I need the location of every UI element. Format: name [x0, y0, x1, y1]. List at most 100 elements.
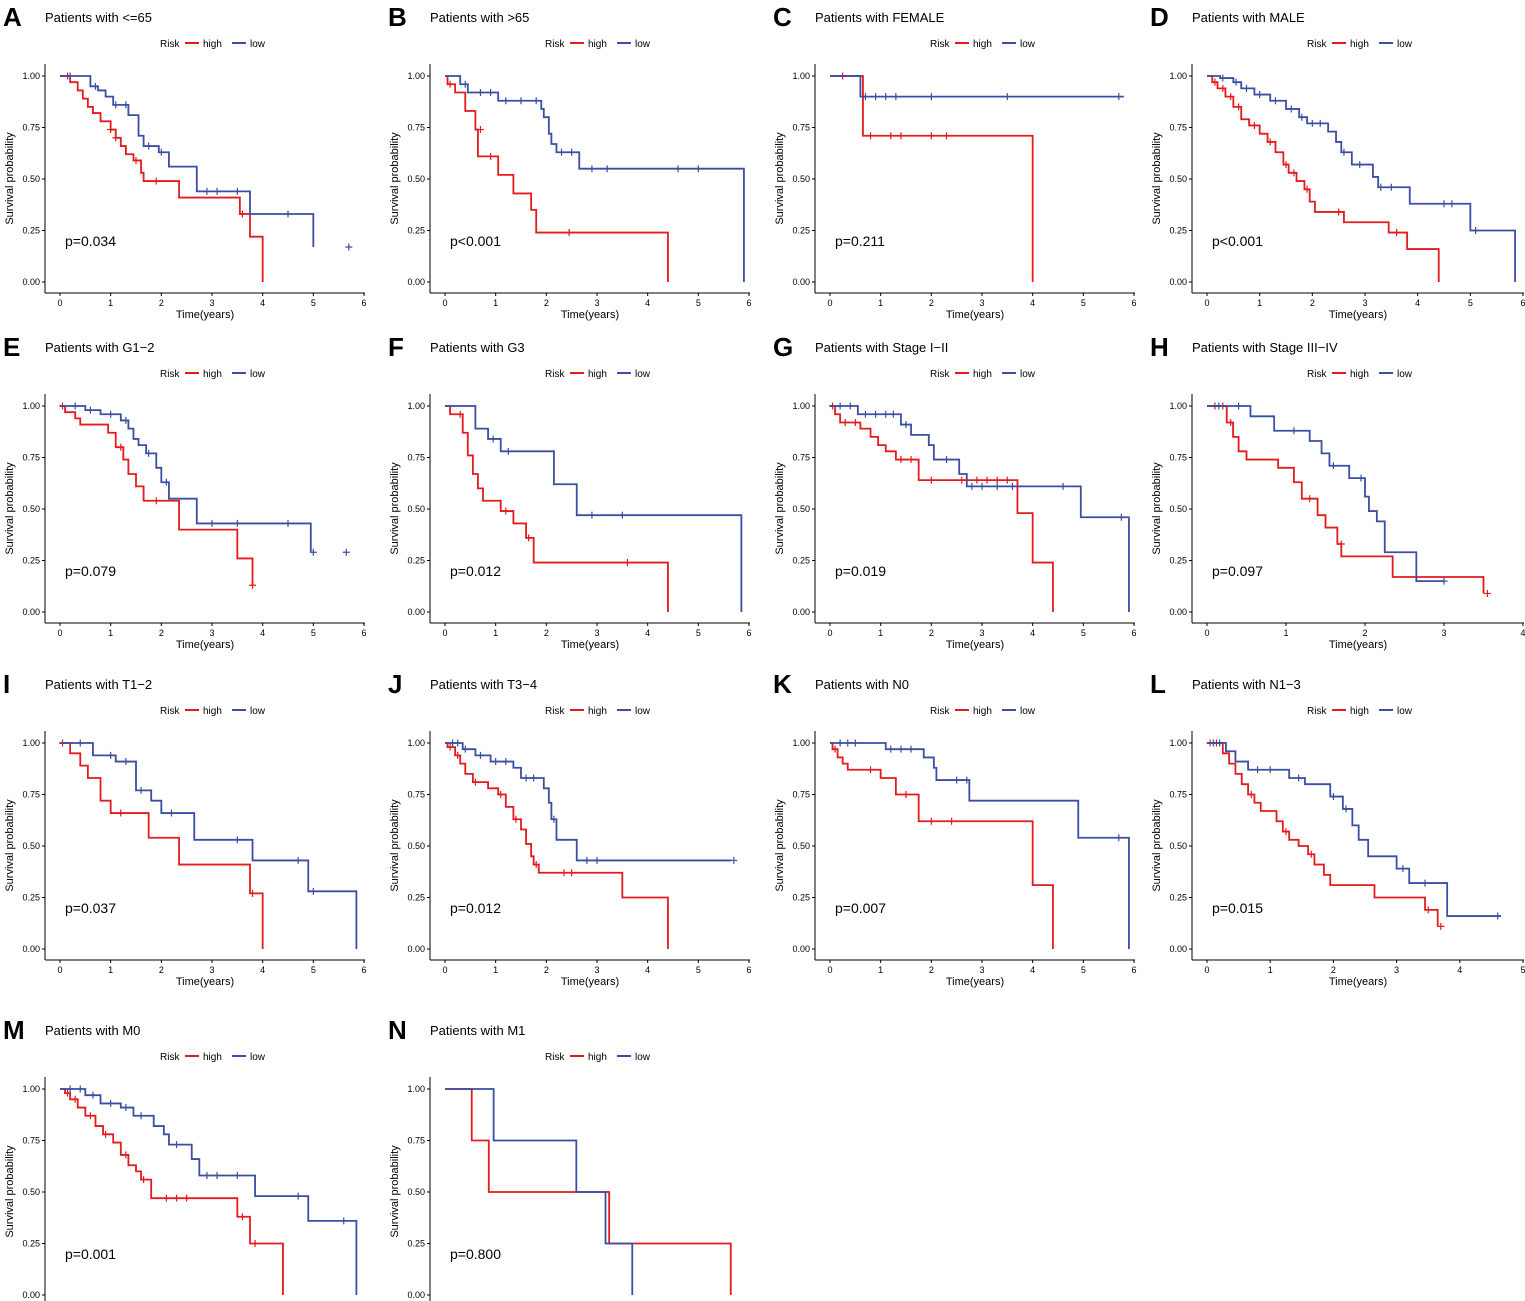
censor-mark-high — [902, 791, 910, 798]
censor-mark-high — [568, 869, 576, 877]
y-tick-label: 0.00 — [22, 944, 40, 954]
censor-mark-high — [456, 410, 464, 418]
legend-label-low: low — [250, 39, 266, 50]
censor-mark-low — [66, 72, 74, 80]
panel-title: Patients with Stage I−II — [815, 340, 948, 355]
legend-label-low: low — [250, 1052, 266, 1063]
x-tick-label: 3 — [979, 298, 984, 308]
y-tick-label: 1.00 — [1169, 71, 1187, 81]
km-panel-b: B Patients with >65 Risk high low 0.00 0.25 0.5… — [388, 2, 752, 321]
x-axis-label: Time(years) — [1329, 309, 1387, 321]
censor-mark-low — [530, 774, 538, 782]
censor-mark-high — [532, 861, 540, 869]
x-tick-label: 6 — [1131, 965, 1136, 975]
censor-mark-low — [1215, 402, 1223, 410]
censor-mark-low — [203, 1172, 211, 1180]
censor-mark-high — [831, 745, 839, 753]
censor-mark-low — [340, 1217, 348, 1225]
censor-mark-low — [122, 416, 130, 424]
y-tick-label: 1.00 — [407, 738, 425, 748]
censor-mark-high — [152, 497, 160, 505]
y-tick-label: 1.00 — [22, 401, 40, 411]
censor-mark-low — [1059, 482, 1067, 490]
x-tick-label: 4 — [645, 965, 650, 975]
y-axis-label: Survival probability — [774, 462, 786, 555]
x-tick-label: 5 — [1468, 298, 1473, 308]
x-tick-label: 0 — [442, 628, 447, 638]
censor-mark-low — [532, 97, 540, 105]
panel-label: L — [1150, 669, 1166, 699]
x-tick-label: 4 — [260, 628, 265, 638]
x-tick-label: 3 — [979, 965, 984, 975]
km-curve-high — [830, 405, 1054, 612]
censor-mark-low — [213, 187, 221, 195]
x-tick-label: 6 — [361, 965, 366, 975]
censor-mark-low — [309, 887, 317, 895]
y-tick-label: 0.50 — [407, 174, 425, 184]
y-axis-label: Survival probability — [4, 1145, 16, 1238]
legend-label-high: high — [203, 369, 222, 380]
y-tick-label: 0.25 — [22, 1239, 40, 1249]
legend-label-high: high — [588, 369, 607, 380]
x-tick-label: 3 — [594, 628, 599, 638]
censor-mark-low — [836, 402, 844, 410]
censor-mark-low — [233, 1172, 241, 1180]
legend-label-low: low — [635, 39, 651, 50]
censor-mark-high — [251, 1240, 259, 1247]
censor-mark-low — [489, 435, 497, 443]
censor-mark-low — [897, 745, 905, 753]
legend-title: Risk — [160, 369, 180, 380]
km-curve-high — [60, 405, 254, 586]
censor-mark-low — [137, 1112, 145, 1120]
x-tick-label: 4 — [645, 628, 650, 638]
km-curve-low — [1207, 742, 1501, 917]
panel-title: Patients with N0 — [815, 677, 909, 692]
km-curve-low — [60, 742, 358, 949]
censor-mark-low — [846, 402, 854, 410]
panel-label: G — [773, 332, 793, 362]
censor-mark-low — [978, 482, 986, 490]
censor-mark-high — [1424, 906, 1432, 914]
censor-mark-low — [1329, 462, 1337, 470]
p-value: p=0.097 — [1212, 563, 1263, 579]
y-tick-label: 0.25 — [407, 226, 425, 236]
censor-mark-low — [968, 482, 976, 490]
legend-label-high: high — [973, 39, 992, 50]
censor-mark-low — [233, 836, 241, 844]
x-tick-label: 2 — [1331, 965, 1336, 975]
censor-mark-high — [993, 476, 1001, 484]
y-axis-label: Survival probability — [774, 132, 786, 225]
panel-label: M — [3, 1015, 25, 1045]
x-tick-label: 1 — [878, 628, 883, 638]
censor-mark-high — [86, 1112, 94, 1120]
x-axis-label: Time(years) — [946, 639, 1004, 651]
y-tick-label: 1.00 — [792, 401, 810, 411]
y-tick-label: 1.00 — [22, 71, 40, 81]
censor-mark-high — [1303, 185, 1311, 193]
censor-mark-low — [517, 97, 525, 105]
km-panel-f: F Patients with G3 Risk high low 0.00 0.25 0.50… — [388, 332, 752, 651]
y-tick-label: 0.50 — [22, 174, 40, 184]
x-tick-label: 1 — [108, 298, 113, 308]
y-tick-label: 0.75 — [1169, 453, 1187, 463]
legend-label-low: low — [250, 369, 266, 380]
censor-mark-high — [117, 443, 125, 451]
censor-mark-low — [1117, 513, 1125, 521]
panel-label: N — [388, 1015, 407, 1045]
x-axis-label: Time(years) — [561, 309, 619, 321]
censor-mark-low — [953, 776, 961, 784]
x-tick-label: 4 — [260, 965, 265, 975]
censor-mark-high — [1227, 93, 1235, 101]
censor-mark-high — [1290, 169, 1298, 177]
panel-label: A — [3, 2, 22, 32]
censor-mark-low — [588, 165, 596, 173]
panel-title: Patients with <=65 — [45, 10, 152, 25]
censor-mark-high — [867, 766, 875, 774]
y-tick-label: 0.75 — [1169, 123, 1187, 133]
censor-mark-high — [1266, 138, 1274, 146]
y-tick-label: 0.25 — [792, 893, 810, 903]
panel-title: Patients with T1−2 — [45, 677, 152, 692]
censor-mark-high — [152, 177, 160, 185]
censor-mark-low — [112, 101, 120, 109]
y-axis-label: Survival probability — [1151, 462, 1163, 555]
